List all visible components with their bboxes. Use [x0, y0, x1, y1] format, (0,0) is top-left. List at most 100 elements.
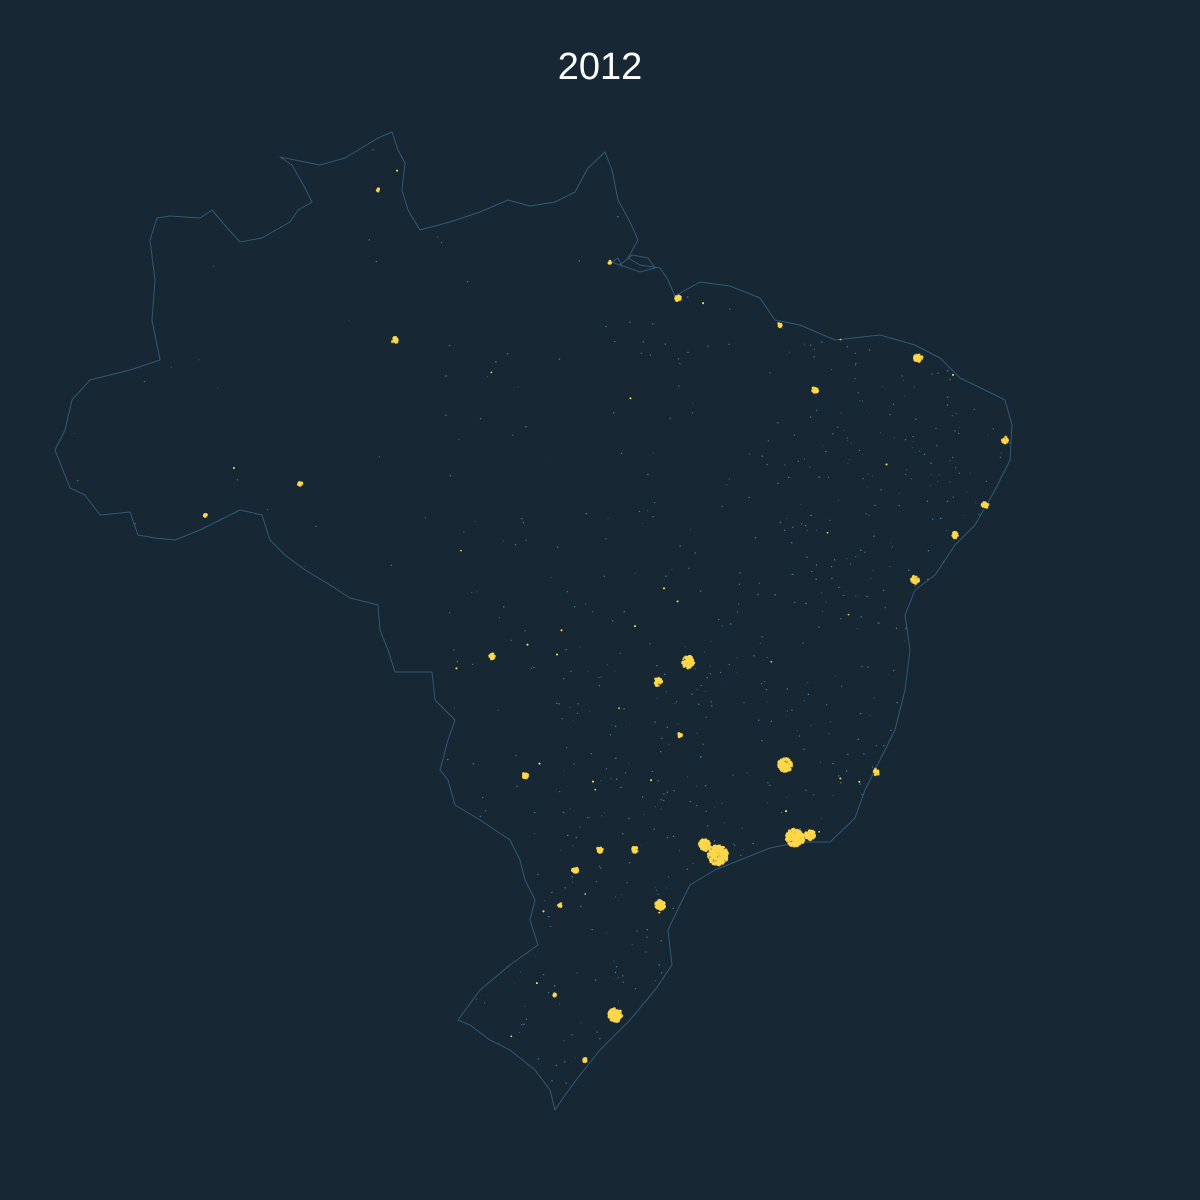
city-light	[709, 842, 711, 844]
light-speck	[847, 462, 849, 464]
light-speck	[975, 502, 977, 504]
city-light	[719, 853, 724, 857]
light-speck	[600, 676, 602, 678]
light-speck	[640, 352, 642, 354]
light-speck	[758, 582, 760, 584]
light-speck	[700, 684, 702, 687]
light-speck	[624, 772, 627, 774]
city-light	[985, 503, 988, 506]
light-speck	[589, 816, 591, 818]
light-speck	[634, 988, 637, 990]
city-light	[618, 1009, 622, 1013]
light-speck	[375, 260, 377, 263]
light-speck	[580, 1022, 582, 1024]
light-speck	[912, 436, 914, 438]
light-speck	[800, 503, 802, 505]
city-light	[607, 1016, 611, 1019]
light-speck	[843, 594, 845, 597]
light-speck	[649, 643, 651, 645]
light-speck	[548, 459, 550, 461]
light-speck	[660, 940, 662, 942]
light-speck	[634, 988, 637, 990]
light-speck	[758, 582, 760, 584]
light-speck	[463, 531, 465, 533]
light-speck	[595, 881, 598, 883]
light-speck	[742, 849, 744, 851]
light-speck	[721, 505, 723, 507]
light-speck	[522, 522, 525, 524]
city-light	[683, 664, 686, 667]
light-speck	[615, 725, 617, 728]
light-speck	[605, 768, 608, 770]
light-speck	[550, 925, 552, 927]
city-light	[686, 656, 689, 659]
light-speck	[769, 784, 771, 786]
light-speck	[631, 852, 633, 854]
light-speck	[618, 707, 620, 710]
light-speck	[841, 685, 843, 687]
light-speck	[973, 408, 976, 410]
light-speck	[761, 683, 763, 685]
light-speck	[767, 782, 769, 784]
light-speck	[755, 537, 757, 539]
light-speck	[832, 794, 834, 797]
light-speck	[645, 951, 647, 953]
light-speck	[666, 726, 668, 728]
light-speck	[862, 478, 864, 480]
light-speck	[510, 1035, 513, 1038]
light-speck	[198, 359, 200, 361]
light-speck	[519, 971, 522, 973]
light-speck	[589, 710, 591, 712]
light-speck	[236, 479, 239, 481]
light-speck	[838, 775, 840, 777]
light-speck	[892, 403, 895, 405]
light-speck	[617, 977, 619, 979]
city-light	[794, 837, 797, 840]
light-speck	[732, 774, 734, 776]
light-speck	[650, 354, 652, 356]
light-speck	[770, 720, 773, 723]
light-speck	[449, 612, 451, 614]
light-speck	[533, 666, 535, 669]
light-speck	[605, 932, 608, 934]
light-speck	[510, 639, 512, 641]
light-speck	[687, 296, 689, 298]
light-speck	[797, 460, 799, 462]
city-light	[679, 298, 682, 301]
light-speck	[534, 812, 536, 814]
light-speck	[424, 517, 426, 519]
light-speck	[767, 782, 769, 784]
light-speck	[694, 668, 696, 670]
city-light	[724, 858, 727, 861]
light-speck	[835, 675, 837, 677]
light-speck	[801, 523, 803, 525]
light-speck	[661, 972, 663, 974]
light-speck	[868, 514, 870, 516]
city-light	[709, 845, 711, 848]
light-speck	[929, 485, 931, 487]
light-speck	[650, 354, 652, 356]
light-speck	[654, 886, 656, 888]
light-speck	[923, 453, 926, 455]
light-speck	[721, 505, 723, 507]
light-speck	[855, 363, 857, 365]
light-speck	[456, 661, 458, 663]
light-speck	[841, 685, 843, 687]
light-speck	[857, 392, 859, 394]
light-speck	[566, 747, 568, 749]
light-speck	[765, 689, 768, 691]
light-speck	[780, 811, 783, 814]
city-light	[203, 513, 206, 516]
light-speck	[847, 753, 849, 756]
light-speck	[691, 693, 693, 695]
light-speck	[669, 417, 671, 419]
light-speck	[694, 668, 696, 670]
light-speck	[547, 992, 550, 994]
city-light	[874, 768, 877, 772]
light-speck	[603, 575, 605, 577]
light-speck	[559, 791, 561, 793]
light-speck	[687, 351, 689, 353]
light-speck	[766, 701, 768, 703]
light-speck	[566, 591, 568, 593]
light-speck	[143, 381, 145, 383]
